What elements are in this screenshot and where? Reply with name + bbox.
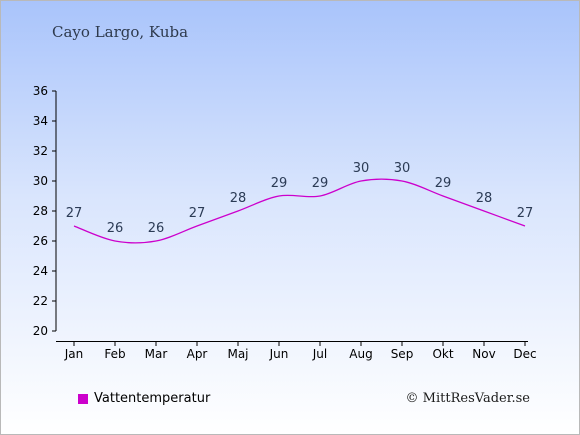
y-tick-label: 34	[33, 114, 48, 128]
data-label: 29	[435, 176, 452, 191]
y-tick-label: 24	[33, 264, 48, 278]
x-tick-label: Okt	[432, 347, 453, 361]
data-label: 27	[189, 206, 206, 221]
data-label: 27	[66, 206, 83, 221]
x-tick-label: Aug	[349, 347, 372, 361]
x-tick-label: Mar	[145, 347, 168, 361]
data-labels: 27 26 26 27 28 29 29 30 30 29 28 27	[66, 161, 534, 236]
x-tick-label: Jan	[64, 347, 84, 361]
y-tick-label: 32	[33, 144, 48, 158]
data-label: 29	[312, 176, 329, 191]
data-label: 30	[394, 161, 411, 176]
y-tick-label: 20	[33, 324, 48, 338]
y-tick-label: 22	[33, 294, 48, 308]
x-tick-label: Jun	[269, 347, 289, 361]
x-tick-label: Apr	[187, 347, 208, 361]
data-label: 29	[271, 176, 288, 191]
chart-location-title: Cayo Largo, Kuba	[52, 23, 189, 41]
x-tick-label: Jul	[312, 347, 327, 361]
legend-swatch	[78, 393, 88, 404]
x-tick-label: Maj	[227, 347, 248, 361]
x-axis: Jan Feb Mar Apr Maj Jun Jul Aug Sep Okt Nov Dec	[56, 341, 537, 361]
credit-text: © MittResVader.se	[405, 391, 530, 406]
legend-label: Vattentemperatur	[94, 391, 211, 406]
data-label: 28	[476, 191, 493, 206]
x-tick-label: Feb	[104, 347, 125, 361]
data-label: 30	[353, 161, 370, 176]
x-tick-label: Nov	[472, 347, 495, 361]
data-label: 26	[107, 221, 124, 236]
data-label: 27	[517, 206, 534, 221]
series-line-vattentemperatur	[73, 178, 526, 244]
x-tick-label: Sep	[391, 347, 414, 361]
x-tick-label: Dec	[513, 347, 536, 361]
legend: Vattentemperatur	[78, 391, 210, 406]
y-tick-label: 36	[33, 84, 48, 98]
y-axis: 20 22 24 26 28 30 32 34 36	[33, 84, 57, 338]
y-tick-label: 30	[33, 174, 48, 188]
y-tick-label: 28	[33, 204, 48, 218]
data-label: 26	[148, 221, 165, 236]
data-label: 28	[230, 191, 247, 206]
y-tick-label: 26	[33, 234, 48, 248]
